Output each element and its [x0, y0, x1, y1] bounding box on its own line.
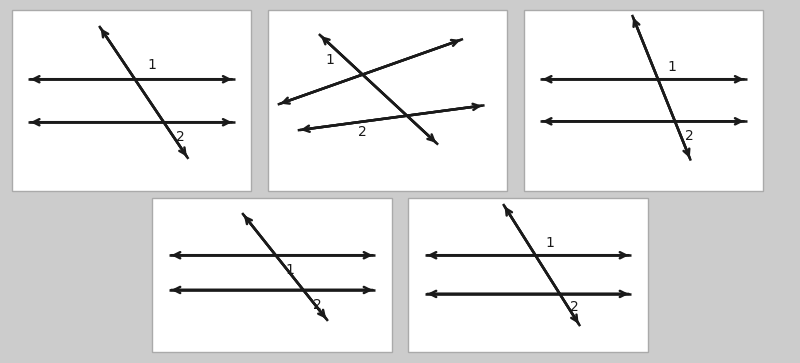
Text: 2: 2: [358, 125, 366, 139]
Text: 1: 1: [147, 58, 156, 72]
Text: 2: 2: [176, 130, 185, 144]
FancyBboxPatch shape: [12, 10, 250, 191]
Text: 2: 2: [685, 129, 694, 143]
FancyBboxPatch shape: [153, 199, 391, 351]
FancyBboxPatch shape: [524, 10, 762, 191]
Text: 1: 1: [668, 60, 677, 74]
Text: 1: 1: [546, 237, 554, 250]
Text: 2: 2: [313, 298, 322, 312]
Text: 1: 1: [326, 53, 334, 67]
Text: 1: 1: [286, 263, 294, 277]
FancyBboxPatch shape: [268, 10, 506, 191]
FancyBboxPatch shape: [409, 199, 647, 351]
Text: 2: 2: [570, 300, 578, 314]
